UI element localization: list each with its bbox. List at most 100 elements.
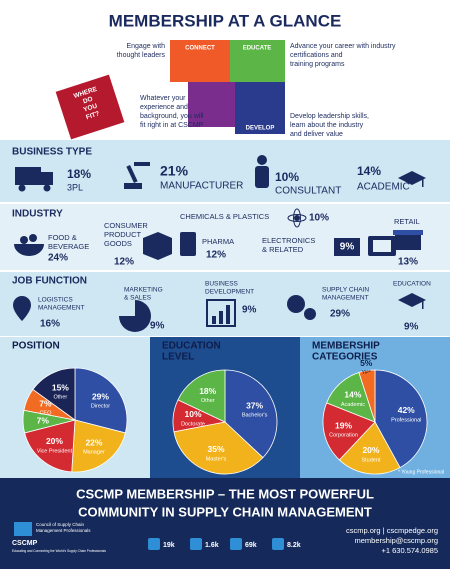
social-count: 8.2k [287,542,301,549]
logo: CSCMP [12,540,38,547]
note: Advance your career with industry [290,43,396,50]
slice-label: Other [201,398,215,404]
stat-label: BUSINESS [205,281,239,288]
stat-label: FOOD & [48,233,77,242]
org-name: Council of Supply Chain [36,522,85,527]
puzzle-piece [235,82,285,134]
note: learn about the industry [290,122,364,129]
pie-slice [358,369,376,423]
data-label: 7% [39,398,52,408]
stat-value: 16% [40,319,60,330]
slice-label: Director [91,404,110,410]
stat-label: & SALES [124,295,152,302]
slice-label: Master's [206,456,227,462]
section-title: BUSINESS TYPE [12,147,92,158]
value-box [334,238,360,256]
icon [15,155,426,192]
social-count: 19k [163,542,175,549]
footer [0,478,450,569]
data-label: 35% [207,444,224,454]
piece-label: YOU [83,103,99,114]
social-count: 1.6k [205,542,219,549]
note: Develop leadership skills, [290,113,369,120]
stat-value: 9% [404,322,419,333]
section-title: LEVEL [162,352,194,363]
puzzle-piece [170,40,230,82]
stat-value: 10% [275,170,299,184]
stat-label: ACADEMIC [357,182,410,193]
data-label: 20% [362,445,379,455]
contact: cscmp.org | cscmpedge.org [346,526,438,535]
slice-label: Other [53,395,67,401]
pie-slice [24,419,76,473]
headline: COMMUNITY IN SUPPLY CHAIN MANAGEMENT [78,504,372,519]
stat-label: DEVELOPMENT [205,289,254,296]
stat-label: & RELATED [262,245,304,254]
data-label: 10% [185,409,202,419]
stat-value: 9% [242,305,257,316]
tagline: Educating and Connecting the World's Sup… [12,549,106,553]
note: and deliver value [290,131,343,138]
stat-label: 3PL [67,182,83,192]
section-title: MEMBERSHIP [312,341,380,352]
slice-label: Bachelor's [242,413,268,419]
piece-label: FIT? [85,110,100,121]
stat-label: BEVERAGE [48,242,89,251]
piece-label: DO [82,96,93,106]
stat-label: GOODS [104,239,132,248]
social-count: 69k [245,542,257,549]
contact: membership@cscmp.org [355,536,438,545]
data-label: 19% [335,420,352,430]
stat-value: 13% [398,257,418,268]
note: Whatever your [140,95,186,102]
icon [13,293,426,332]
stat-label: LOGISTICS [38,297,73,304]
puzzle-piece [55,74,125,140]
stat-value: 21% [160,163,189,179]
slice-label: Vice President [37,448,73,454]
org-name: Management Professionals [36,528,91,533]
note: thought leaders [117,52,166,59]
data-label: 20% [46,436,63,446]
band [0,140,450,202]
puzzle-piece [230,40,285,82]
data-label: 37% [246,400,263,410]
data-label: 29% [92,391,109,401]
stat-label: RETAIL [394,217,420,226]
note: background, you will [140,113,204,120]
slice-label: Doctorate [181,421,205,427]
piece-label: CONNECT [185,46,215,52]
pie-slice [173,421,264,475]
data-label: 15% [52,383,69,393]
slice-label: Professional [391,417,421,423]
stat-label: SUPPLY CHAIN [322,287,369,294]
stat-label: MANAGEMENT [322,295,369,302]
stat-value: 9% [340,242,355,253]
icon [148,538,284,550]
section-title: INDUSTRY [12,209,63,220]
note: fit right in at CSCMP [140,122,204,129]
stat-label: CONSUMER [104,221,148,230]
data-label: 5% [360,358,373,368]
section-title: CATEGORIES [312,352,378,363]
stat-label: ELECTRONICS [262,236,315,245]
section-title: JOB FUNCTION [12,276,87,287]
data-label: 22% [85,437,102,447]
slice-label: Corporation [329,432,358,438]
pie-slice [224,369,278,459]
stat-label: MARKETING [124,287,163,294]
puzzle-piece [188,82,235,127]
stat-value: 24% [48,253,68,264]
pie-slice [32,367,76,421]
pie-slice [177,369,226,423]
slice-label: Student [361,457,380,463]
stat-value: 10% [309,213,329,224]
slice-label: Academic [341,402,365,408]
piece-label: DEVELOP [246,126,275,132]
section-title: EDUCATION [162,341,221,352]
stat-label: MANUFACTURER [160,181,243,192]
pie-slice [374,369,428,469]
slice-label: Manager [83,450,105,456]
stat-label: CHEMICALS & PLASTICS [180,212,269,221]
